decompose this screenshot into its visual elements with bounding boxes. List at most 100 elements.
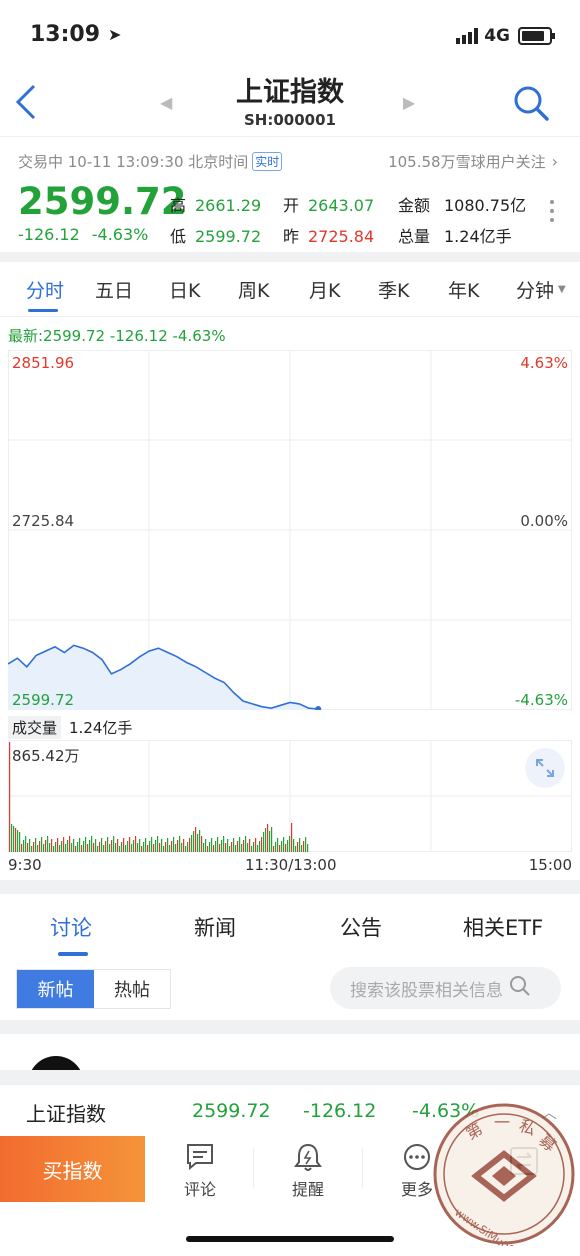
- hot-posts-tab[interactable]: 热帖: [114, 980, 150, 1001]
- volume-bar: [211, 838, 213, 852]
- volume-bar: [227, 839, 229, 852]
- volume-bar: [295, 846, 297, 852]
- volume-bar: [11, 824, 13, 852]
- volume-bar: [171, 841, 173, 852]
- price-chart[interactable]: [8, 350, 572, 710]
- volume-bar: [153, 844, 155, 852]
- back-icon[interactable]: [14, 84, 38, 120]
- volume-bar: [145, 838, 147, 852]
- signal-icon: [456, 28, 479, 44]
- volume-bar: [41, 837, 43, 852]
- volume-bar: [51, 839, 53, 852]
- next-stock-icon[interactable]: ▶: [403, 93, 416, 112]
- ticker-name: 上证指数: [26, 1102, 106, 1126]
- followers-link[interactable]: 105.58万雪球用户关注 ›: [388, 152, 558, 171]
- new-posts-tab[interactable]: 新帖: [17, 970, 94, 1008]
- volume-bar: [235, 845, 237, 852]
- volume-bar: [213, 845, 215, 852]
- volume-bar: [101, 838, 103, 852]
- volume-bar: [183, 839, 185, 852]
- network-label: 4G: [484, 26, 510, 46]
- svg-text:一: 一: [494, 1113, 510, 1132]
- more-vertical-icon[interactable]: [550, 200, 554, 222]
- volume-bar: [115, 843, 117, 852]
- comment-icon: [187, 1144, 213, 1170]
- volume-bar: [17, 830, 19, 852]
- volume-bar: [307, 844, 309, 852]
- y-axis-mid: 2725.84: [12, 512, 75, 530]
- comment-label: 评论: [183, 1180, 216, 1199]
- active-tab-indicator: [58, 952, 88, 956]
- volume-bar: [19, 832, 21, 852]
- volume-bar: [263, 832, 265, 852]
- pct-axis-mid: 0.00%: [520, 512, 568, 530]
- volume-header: 成交量 1.24亿手: [8, 716, 132, 739]
- tab-monthly-k[interactable]: 月K: [309, 280, 341, 302]
- volume-bar: [59, 845, 61, 852]
- volume-bar: [265, 828, 267, 852]
- volume-bar: [225, 843, 227, 852]
- tab-daily-k[interactable]: 日K: [169, 280, 201, 302]
- tab-five-day[interactable]: 五日: [95, 280, 134, 302]
- tab-related-etf[interactable]: 相关ETF: [463, 916, 544, 940]
- tab-yearly-k[interactable]: 年K: [448, 280, 480, 302]
- more-label: 更多: [400, 1180, 433, 1199]
- svg-text:私: 私: [517, 1116, 539, 1139]
- alert-button[interactable]: 提醒: [288, 1142, 328, 1200]
- volume-bar: [49, 843, 51, 852]
- volume-bar: [259, 841, 261, 852]
- volume-bar: [219, 844, 221, 852]
- chevron-right-icon: ›: [551, 152, 558, 171]
- volume-bar: [35, 838, 37, 852]
- prev-stock-icon[interactable]: ◀: [160, 93, 173, 112]
- volume-bar: [139, 839, 141, 852]
- latest-quote-line: 最新:2599.72 -126.12 -4.63%: [8, 327, 226, 345]
- tab-minute[interactable]: 分钟 ▼: [516, 280, 566, 302]
- volume-bar: [293, 839, 295, 852]
- tab-weekly-k[interactable]: 周K: [238, 280, 270, 302]
- volume-bar: [285, 844, 287, 852]
- volume-bar: [243, 840, 245, 852]
- more-button[interactable]: 更多: [397, 1142, 437, 1200]
- search-icon[interactable]: [512, 84, 550, 122]
- price-line: [8, 644, 319, 710]
- divider: [0, 252, 580, 262]
- volume-bar: [223, 836, 225, 852]
- volume-bar: [297, 842, 299, 852]
- volume-bars: [9, 742, 309, 852]
- volume-chart[interactable]: [8, 740, 572, 852]
- volume-bar: [105, 841, 107, 852]
- active-tab-indicator: [28, 309, 58, 312]
- volume-bar: [257, 845, 259, 852]
- volume-bar: [261, 837, 263, 852]
- volume-bar: [47, 836, 49, 852]
- volume-bar: [55, 842, 57, 852]
- volume-bar: [281, 841, 283, 852]
- home-indicator: [186, 1236, 394, 1242]
- volume-bar: [159, 843, 161, 852]
- volume-bar: [239, 837, 241, 852]
- volume-bar: [25, 836, 27, 852]
- expand-icon[interactable]: [525, 748, 565, 788]
- volume-bar: [255, 838, 257, 852]
- volume-bar: [107, 837, 109, 852]
- tab-quarterly-k[interactable]: 季K: [378, 280, 410, 302]
- divider: [362, 1148, 363, 1188]
- tab-intraday[interactable]: 分时: [26, 280, 65, 302]
- stock-search-field[interactable]: 搜索该股票相关信息: [330, 967, 561, 1009]
- comment-button[interactable]: 评论: [180, 1142, 220, 1200]
- volume-bar: [179, 836, 181, 852]
- volume-bar: [39, 841, 41, 852]
- volume-bar: [111, 840, 113, 852]
- volume-bar: [75, 846, 77, 852]
- stock-code: SH:000001: [244, 111, 336, 129]
- page-title: 上证指数: [236, 77, 344, 108]
- tab-announcements[interactable]: 公告: [340, 916, 382, 940]
- tab-discussion[interactable]: 讨论: [50, 916, 92, 940]
- volume-bar: [113, 836, 115, 852]
- volume-bar: [199, 830, 201, 852]
- volume-bar: [207, 846, 209, 852]
- buy-index-button[interactable]: 买指数: [0, 1136, 145, 1202]
- volume-bar: [215, 841, 217, 852]
- tab-news[interactable]: 新闻: [194, 916, 236, 940]
